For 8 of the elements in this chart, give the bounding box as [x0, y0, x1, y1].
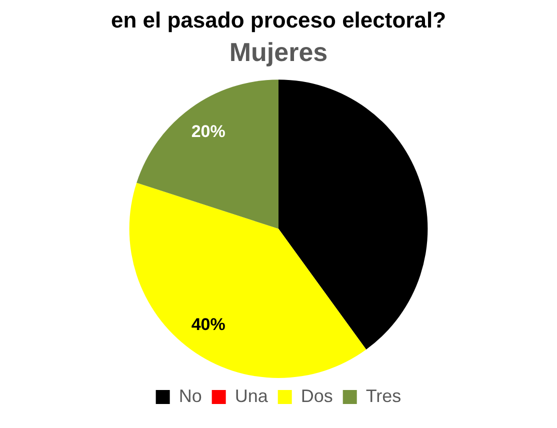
legend-label: Dos [300, 386, 333, 406]
chart-title: en el pasado proceso electoral? [110, 7, 446, 32]
legend-label: No [178, 386, 202, 406]
data-label: 40% [191, 315, 226, 334]
chart-subtitle: Mujeres [229, 37, 328, 68]
legend-label: Una [234, 386, 269, 406]
legend-label: Tres [366, 386, 402, 406]
data-label: 20% [191, 122, 226, 141]
